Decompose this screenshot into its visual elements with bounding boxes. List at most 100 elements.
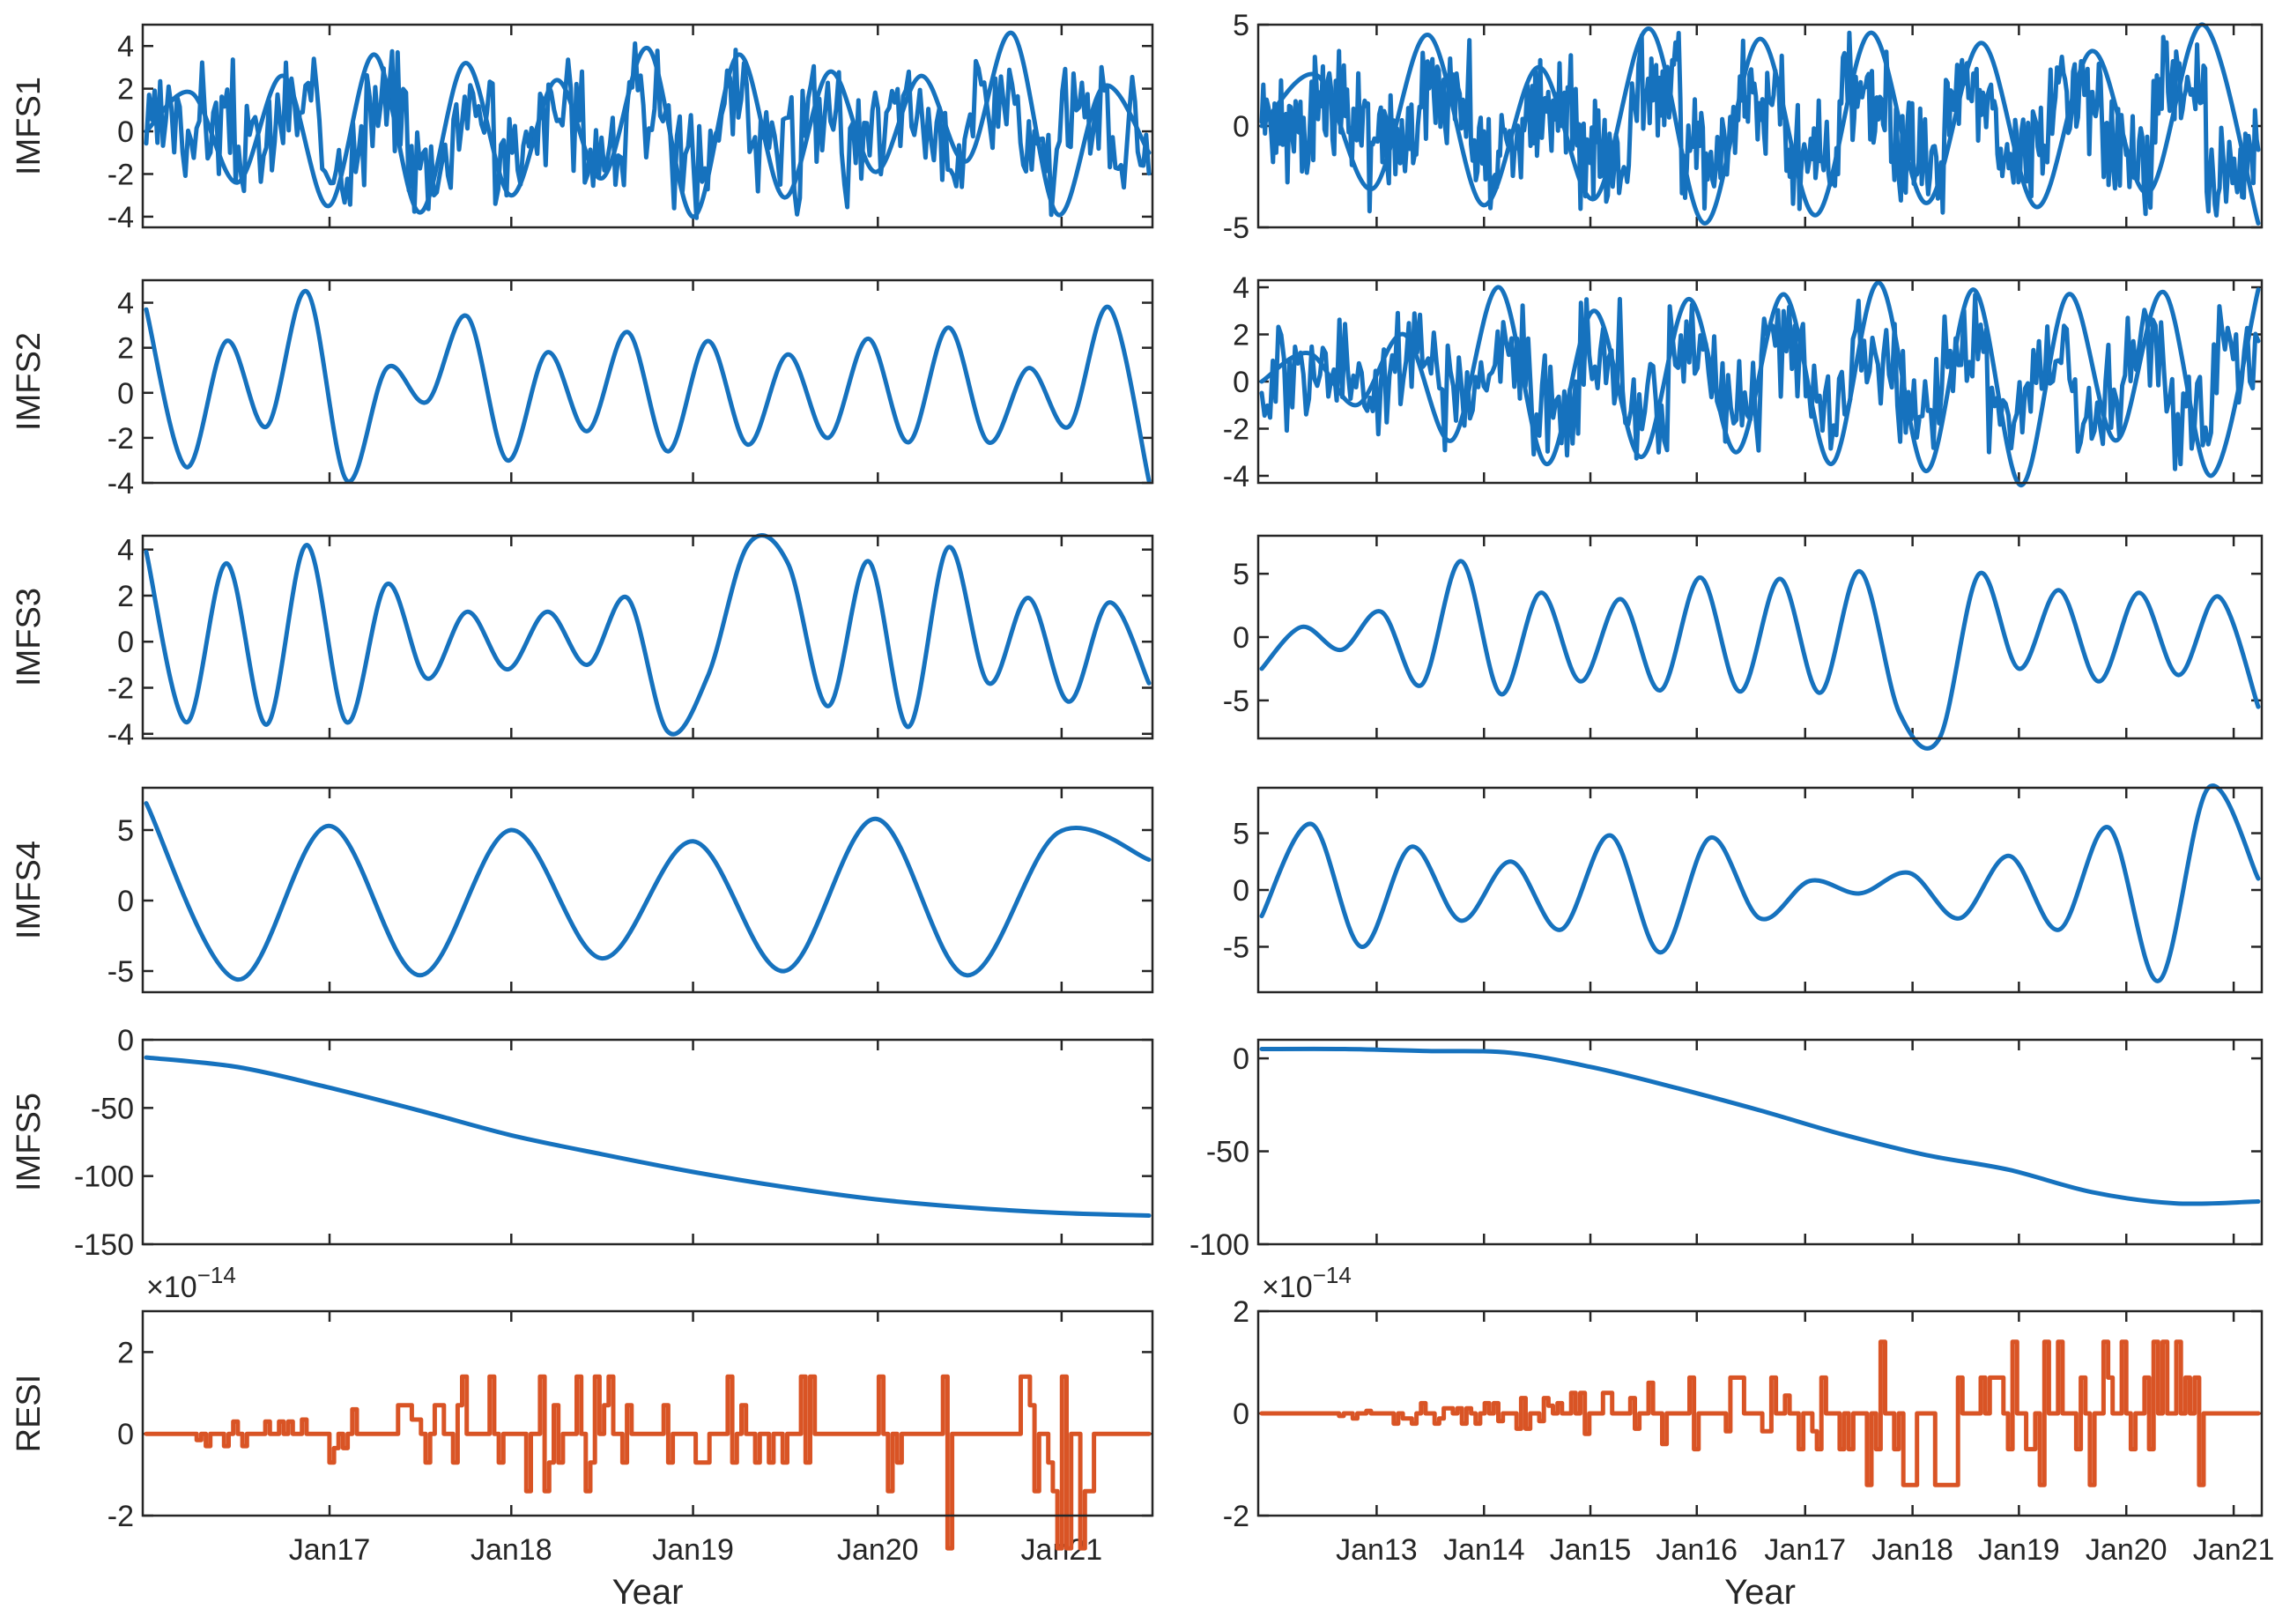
y-tick-label: -5 <box>1223 685 1249 718</box>
y-tick-label: -4 <box>1223 460 1249 493</box>
axes-frame <box>141 23 1154 229</box>
imf-series-line <box>1259 783 2261 983</box>
y-tick-label: 4 <box>117 534 134 567</box>
y-tick-label: -150 <box>74 1228 134 1262</box>
y-tick-label: 4 <box>117 287 134 321</box>
subplot-r6: -2 0 2 Jan13 Jan14 Jan15 Jan16 Jan17 Jan18 Jan19 J… <box>1223 1262 2275 1612</box>
y-tick-label: -2 <box>107 422 134 456</box>
y-tick-label: 0 <box>1233 1398 1249 1431</box>
y-tick-label: 0 <box>117 1024 134 1057</box>
y-tick-label: -50 <box>1206 1136 1249 1169</box>
x-tick-label: Jan21 <box>2193 1533 2275 1567</box>
y-tick-label: -5 <box>1223 931 1249 964</box>
imf-series-line <box>144 289 1152 484</box>
x-tick-label: Jan13 <box>1336 1533 1418 1567</box>
subplot-r3: -5 0 5 <box>1223 534 2264 751</box>
imf-series-line <box>144 801 1152 983</box>
subplot-r2: -4 -2 0 2 4 <box>1223 271 2264 493</box>
x-axis-label: Year <box>612 1573 684 1612</box>
x-tick-label: Jan17 <box>1764 1533 1846 1567</box>
y-tick-label: 0 <box>1233 621 1249 655</box>
y-axis-label: RESI <box>11 1375 48 1453</box>
x-tick-label: Jan19 <box>1978 1533 2060 1567</box>
subplot-r5: -100 -50 0 <box>1189 1038 2264 1262</box>
x-tick-label: Jan15 <box>1550 1533 1632 1567</box>
y-tick-label: 2 <box>117 580 134 613</box>
y-tick-label: 2 <box>117 1336 134 1369</box>
y-axis-label: IMFS4 <box>11 841 48 939</box>
resi-series-line <box>144 1374 1152 1551</box>
resi-series-line <box>1259 1339 2261 1487</box>
y-tick-label: -2 <box>1223 412 1249 446</box>
y-tick-label: 5 <box>1233 9 1249 42</box>
y-tick-label: -2 <box>107 1500 134 1533</box>
imf-series-line <box>144 1055 1152 1218</box>
y-tick-label: 5 <box>1233 558 1249 591</box>
axes-frame <box>1256 786 2264 994</box>
y-tick-label: 2 <box>1233 1295 1249 1329</box>
y-axis-label: IMFS2 <box>11 332 48 431</box>
axes-frame <box>141 278 1154 485</box>
exponent-label: ×10−14 <box>1262 1262 1352 1304</box>
x-axis-label: Year <box>1724 1573 1796 1612</box>
y-axis-label: IMFS3 <box>11 588 48 686</box>
imf-series-line <box>144 31 1152 219</box>
y-tick-label: 5 <box>1233 818 1249 851</box>
x-tick-label: Jan18 <box>471 1533 552 1567</box>
axes-frame <box>1256 534 2264 740</box>
subplot-l2: -4 -2 0 2 4 IMFS2 <box>11 278 1154 501</box>
imf-series-line <box>144 533 1152 737</box>
x-tick-label: Jan16 <box>1656 1533 1738 1567</box>
imf-series-detail <box>1259 30 2261 218</box>
y-tick-label: 0 <box>117 377 134 411</box>
y-axis-label: IMFS1 <box>11 77 48 175</box>
y-tick-label: 0 <box>117 1418 134 1451</box>
y-tick-label: -2 <box>107 158 134 191</box>
imf-series-line <box>1259 22 2261 226</box>
y-tick-label: -100 <box>1189 1228 1249 1262</box>
y-tick-label: 0 <box>1233 874 1249 908</box>
y-tick-label: 2 <box>117 332 134 366</box>
y-tick-label: -4 <box>107 718 134 752</box>
exponent-label: ×10−14 <box>146 1262 236 1304</box>
axes-frame <box>141 1038 1154 1246</box>
y-tick-label: -5 <box>107 955 134 989</box>
y-tick-label: 0 <box>117 885 134 918</box>
y-tick-label: -2 <box>107 672 134 706</box>
imf-series-detail <box>1259 293 2261 471</box>
y-tick-label: 0 <box>117 626 134 659</box>
axes-frame <box>141 534 1154 740</box>
x-tick-label: Jan19 <box>652 1533 734 1567</box>
subplot-l5: -150 -100 -50 0 IMFS5 <box>11 1024 1154 1262</box>
imf-series-detail <box>144 41 1152 220</box>
imf-series-line <box>1259 1046 2261 1206</box>
y-tick-label: -5 <box>1223 211 1249 245</box>
imf-series-line <box>1259 559 2261 751</box>
x-tick-label: Jan18 <box>1871 1533 1953 1567</box>
axes-frame <box>1256 278 2264 485</box>
y-tick-label: 0 <box>1233 110 1249 144</box>
subplot-l4: -5 0 5 IMFS4 <box>11 786 1154 994</box>
subplot-l3: -4 -2 0 2 4 IMFS3 <box>11 533 1154 752</box>
subplot-r1: -5 0 5 <box>1223 9 2264 245</box>
x-tick-label: Jan20 <box>2086 1533 2168 1567</box>
y-tick-label: -4 <box>107 467 134 501</box>
axes-frame <box>141 786 1154 994</box>
subplot-r4: -5 0 5 <box>1223 783 2264 994</box>
axes-frame <box>141 1309 1154 1517</box>
y-tick-label: 0 <box>1233 1042 1249 1076</box>
x-tick-label: Jan20 <box>837 1533 919 1567</box>
axes-frame <box>1256 23 2264 229</box>
y-tick-label: 4 <box>1233 271 1249 305</box>
x-tick-label: Jan17 <box>289 1533 371 1567</box>
y-tick-label: 0 <box>1233 366 1249 399</box>
y-tick-label: -2 <box>1223 1500 1249 1533</box>
y-tick-label: 0 <box>117 115 134 149</box>
y-tick-label: -50 <box>91 1092 134 1125</box>
y-tick-label: 2 <box>117 73 134 107</box>
y-axis-label: IMFS5 <box>11 1093 48 1191</box>
y-tick-label: -100 <box>74 1161 134 1194</box>
y-tick-label: 5 <box>117 814 134 848</box>
